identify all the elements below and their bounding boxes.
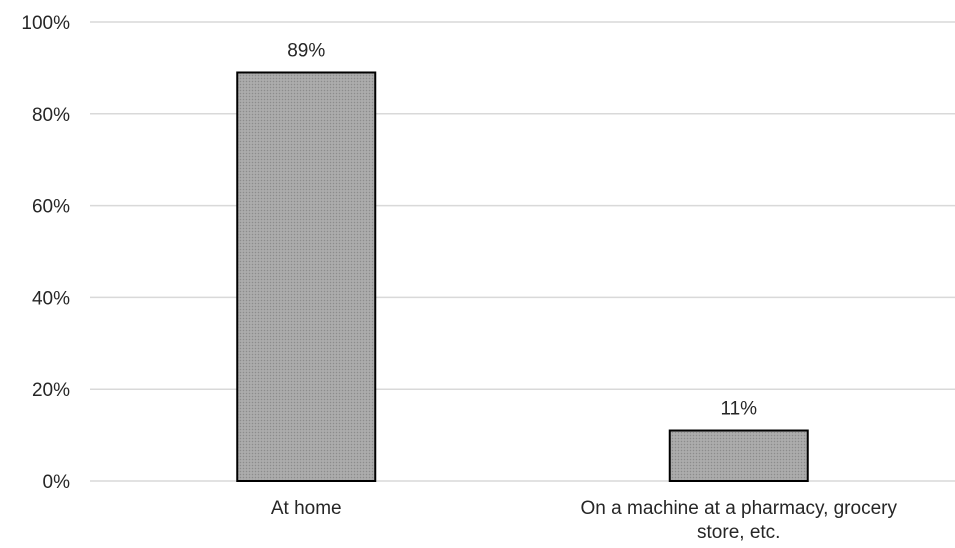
y-tick-label: 20% [32, 380, 70, 401]
bar [668, 429, 809, 483]
x-category-label-line: At home [271, 498, 342, 519]
y-tick-label: 40% [32, 288, 70, 309]
bars [236, 71, 809, 483]
y-tick-label: 0% [43, 472, 71, 493]
x-category-label: At home [271, 498, 342, 519]
x-category-label-line: On a machine at a pharmacy, grocery [581, 498, 898, 519]
y-axis-tick-labels: 0% 20% 40% 60% 80% 100% [21, 13, 70, 493]
y-tick-label: 100% [21, 13, 70, 34]
data-label: 89% [287, 40, 325, 61]
data-label: 11% [720, 399, 757, 420]
gridlines [90, 21, 955, 482]
x-category-label: On a machine at a pharmacy, grocery store… [581, 498, 898, 543]
x-category-label-line: store, etc. [697, 522, 780, 543]
y-tick-label: 80% [32, 105, 70, 126]
bar [236, 71, 377, 483]
y-tick-label: 60% [32, 197, 70, 218]
x-axis-category-labels: At home On a machine at a pharmacy, groce… [271, 498, 898, 543]
data-labels: 89% 11% [287, 40, 757, 419]
